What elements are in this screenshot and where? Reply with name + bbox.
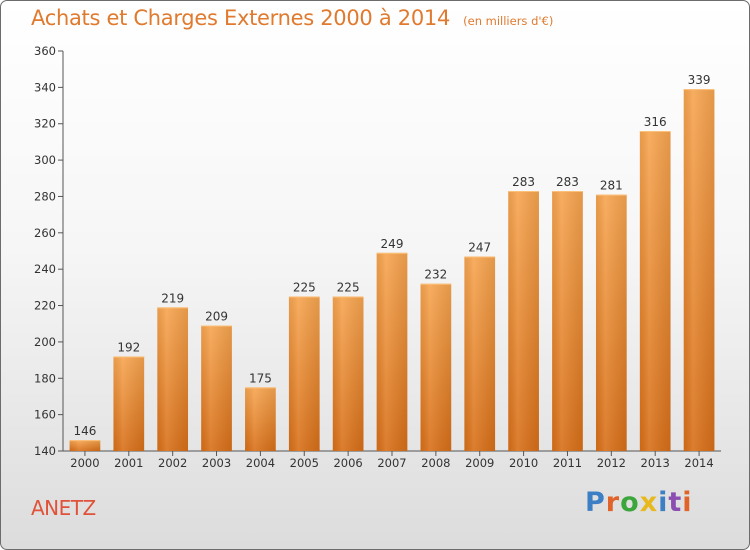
x-tick-label: 2002 — [158, 456, 187, 470]
bar-shading — [288, 296, 320, 451]
x-tick-label: 2013 — [641, 456, 670, 470]
y-tick-label: 360 — [34, 44, 56, 58]
y-tick-label: 200 — [34, 335, 56, 349]
data-label: 232 — [424, 268, 447, 282]
bars — [69, 89, 715, 452]
bar-shading — [376, 252, 408, 451]
bar-shading — [157, 307, 189, 451]
y-tick-label: 140 — [34, 444, 56, 458]
logo-letter: o — [620, 487, 640, 518]
data-label: 192 — [117, 340, 140, 354]
x-tick-label: 2000 — [70, 456, 99, 470]
chart-header: Achats et Charges Externes 2000 à 2014 (… — [31, 6, 553, 30]
x-tick-label: 2012 — [597, 456, 626, 470]
bar-shading — [552, 191, 583, 451]
y-tick-label: 340 — [34, 80, 56, 94]
x-tick-label: 2007 — [377, 456, 406, 470]
logo-letter: r — [605, 487, 621, 518]
bar-shading — [245, 387, 276, 451]
data-label: 146 — [73, 424, 96, 438]
y-tick-label: 300 — [34, 153, 56, 167]
y-tick-label: 180 — [34, 371, 56, 385]
logo-letter: t — [668, 487, 683, 518]
y-axis: 140 160 180 200 220 240 260 280 300 320 340 360 — [34, 44, 64, 458]
x-tick-label: 2010 — [509, 456, 538, 470]
bar-shading — [464, 256, 496, 451]
y-tick-label: 240 — [34, 262, 56, 276]
x-tick-label: 2008 — [421, 456, 450, 470]
x-axis: 2000 2001 2002 2003 2004 2005 2006 2007 2008 2009… — [63, 450, 721, 470]
logo-letter: i — [658, 487, 669, 518]
data-label: 283 — [556, 175, 579, 189]
y-tick-label: 320 — [34, 117, 56, 131]
bar-shading — [420, 283, 452, 451]
data-label: 339 — [688, 73, 711, 87]
y-tick-label: 280 — [34, 189, 56, 203]
x-tick-label: 2014 — [684, 456, 713, 470]
x-tick-label: 2011 — [553, 456, 582, 470]
logo-letter: i — [682, 487, 693, 518]
data-label: 175 — [249, 371, 272, 385]
chart-unit: (en milliers d'€) — [463, 14, 554, 28]
bar-shading — [639, 131, 671, 451]
data-labels: 146 192 219 209 175 225 225 249 232 247 283 283 281 3… — [73, 73, 710, 438]
data-label: 316 — [644, 115, 667, 129]
x-tick-label: 2005 — [290, 456, 319, 470]
data-label: 247 — [468, 240, 491, 254]
commune-name: ANETZ — [31, 496, 96, 520]
y-tick-label: 220 — [34, 299, 56, 313]
bar-shading — [201, 325, 232, 451]
data-label: 249 — [381, 237, 404, 251]
x-tick-label: 2001 — [114, 456, 143, 470]
bar-shading — [332, 296, 364, 451]
data-label: 283 — [512, 175, 535, 189]
data-label: 225 — [293, 280, 316, 294]
logo-letter: P — [585, 487, 606, 518]
data-label: 281 — [600, 179, 623, 193]
y-tick-label: 260 — [34, 226, 56, 240]
bar-shading — [113, 356, 145, 451]
bar-shading — [683, 89, 715, 451]
x-tick-label: 2003 — [202, 456, 231, 470]
y-tick-label: 160 — [34, 408, 56, 422]
x-tick-label: 2006 — [333, 456, 362, 470]
logo-letter: x — [639, 487, 659, 518]
x-tick-label: 2004 — [246, 456, 275, 470]
data-label: 225 — [337, 280, 360, 294]
bar-shading — [508, 191, 539, 451]
data-label: 209 — [205, 310, 228, 324]
chart-title: Achats et Charges Externes 2000 à 2014 — [31, 6, 451, 30]
x-tick-label: 2009 — [465, 456, 494, 470]
data-label: 219 — [161, 291, 184, 305]
proxiti-logo[interactable]: Proxiti — [585, 487, 693, 518]
bar-shading — [595, 194, 627, 452]
bar-shading — [69, 440, 101, 451]
